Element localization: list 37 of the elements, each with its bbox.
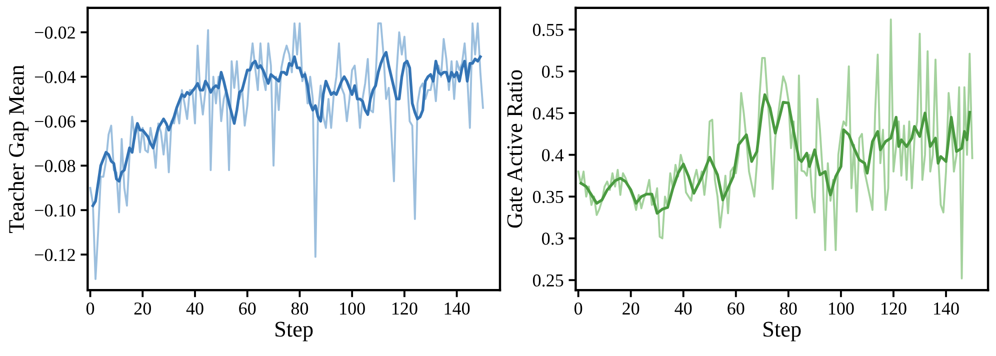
x-tick-label: 0	[574, 302, 582, 315]
y-tick-label: −0.02	[34, 26, 75, 39]
x-tick-label: 40	[186, 302, 204, 315]
y-tick-label: −0.06	[34, 115, 76, 128]
x-tick-label: 80	[780, 302, 797, 315]
y-tick-label: 0.5	[542, 66, 564, 78]
x-axis-title: Step	[276, 322, 313, 342]
y-axis-title: Gate Active Ratio	[507, 70, 522, 228]
y-tick-label: 0.25	[532, 274, 564, 287]
line-series	[91, 50, 482, 208]
y-axis-title: Teacher Gap Mean	[8, 64, 29, 233]
x-tick-label: 100	[340, 302, 365, 315]
x-tick-label: 120	[392, 302, 418, 315]
line-series	[580, 93, 972, 215]
y-tick-label: 0.45	[532, 107, 564, 120]
x-tick-label: 40	[674, 302, 692, 315]
x-tick-label: 140	[934, 302, 959, 315]
y-tick-label: −0.04	[34, 71, 76, 84]
y-tick-label: 0.55	[532, 24, 564, 36]
y-tick-label: −0.12	[34, 248, 75, 262]
x-tick-label: 100	[829, 302, 854, 315]
x-tick-label: 120	[882, 302, 906, 315]
y-tick-label: −0.10	[34, 204, 76, 217]
y-tick-label: 0.3	[542, 232, 564, 245]
line-series	[89, 22, 484, 280]
x-axis-title: Step	[764, 322, 801, 342]
y-tick-label: −0.08	[34, 160, 76, 172]
x-tick-label: 80	[291, 302, 308, 315]
line-series	[577, 18, 974, 280]
x-tick-label: 60	[239, 302, 256, 315]
x-tick-label: 20	[622, 302, 640, 315]
y-tick-label: 0.4	[542, 149, 564, 162]
x-tick-label: 140	[444, 302, 470, 315]
x-tick-label: 60	[728, 302, 744, 315]
y-tick-label: 0.35	[532, 190, 564, 204]
x-tick-label: 0	[86, 302, 94, 315]
x-tick-label: 20	[134, 302, 151, 315]
